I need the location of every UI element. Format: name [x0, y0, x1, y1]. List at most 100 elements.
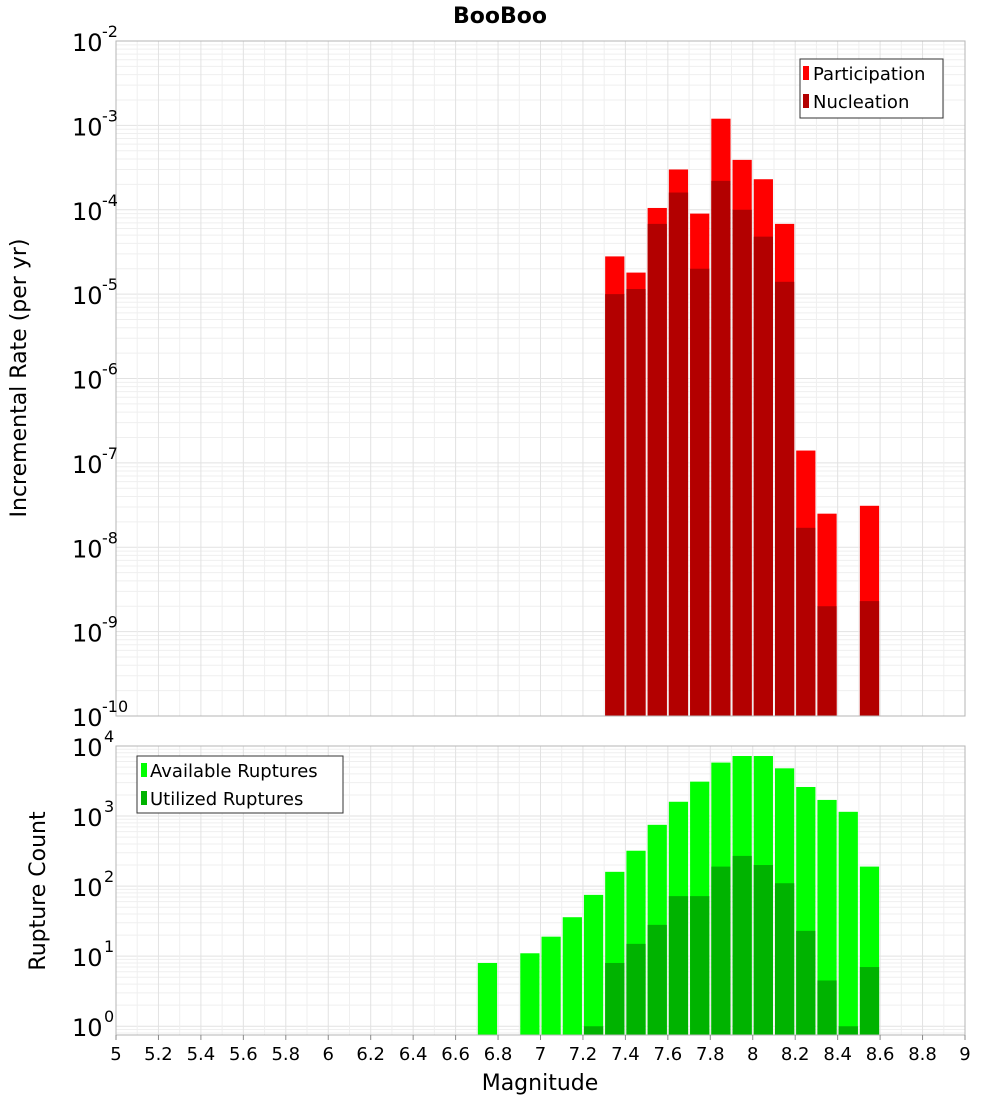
x-tick-label: 6.2 [356, 1044, 385, 1065]
bar-utilized-ruptures [626, 943, 646, 1035]
y-tick-exponent: 4 [104, 727, 114, 746]
bottom-legend-box [136, 755, 344, 814]
bar-utilized-ruptures [753, 865, 773, 1035]
bar-available-ruptures [838, 811, 858, 1035]
x-tick-label: 9 [959, 1044, 970, 1065]
x-tick-label: 7 [535, 1044, 546, 1065]
legend-participation-label: Participation [813, 64, 925, 85]
x-tick-label: 7.6 [654, 1044, 683, 1065]
bar-nucleation [605, 294, 625, 717]
x-tick-label: 8.2 [781, 1044, 810, 1065]
y-tick-exponent: -2 [102, 22, 118, 41]
y-tick-exponent: -4 [102, 191, 118, 210]
bar-utilized-ruptures [774, 883, 795, 1035]
y-tick-label: 10 [72, 29, 103, 57]
x-tick-label: 8.4 [823, 1044, 852, 1065]
top-legend-box [799, 58, 944, 119]
x-tick-label: 5 [110, 1044, 121, 1065]
top-panel-frame [115, 40, 966, 717]
x-tick-label: 6.8 [484, 1044, 513, 1065]
bar-utilized-ruptures [711, 866, 731, 1035]
bar-available-ruptures [477, 962, 498, 1035]
bar-utilized-ruptures [817, 980, 837, 1035]
y-tick-exponent: -8 [102, 528, 118, 547]
y-tick-exponent: -7 [102, 444, 118, 463]
bar-nucleation [668, 192, 689, 716]
bar-utilized-ruptures [647, 924, 667, 1035]
y-tick-label: 10 [72, 1014, 103, 1042]
top-y-axis-label: Incremental Rate (per yr) [7, 239, 32, 518]
bar-utilized-ruptures [796, 930, 816, 1035]
y-tick-label: 10 [72, 535, 103, 563]
bar-utilized-ruptures [859, 967, 880, 1035]
bar-nucleation [626, 289, 646, 716]
y-tick-exponent: -3 [102, 106, 118, 125]
legend-utilized-label: Utilized Ruptures [150, 789, 303, 810]
bar-nucleation [647, 223, 667, 716]
bar-available-ruptures [817, 799, 837, 1035]
y-tick-exponent: -5 [102, 275, 118, 294]
legend-nucleation-swatch [803, 94, 809, 108]
x-tick-label: 5.4 [187, 1044, 216, 1065]
legend-utilized-swatch [141, 791, 147, 805]
y-tick-exponent: 3 [104, 797, 114, 816]
x-tick-label: 5.6 [229, 1044, 258, 1065]
bar-available-ruptures [562, 917, 582, 1035]
bar-nucleation [753, 236, 773, 716]
top-panel-bars [605, 118, 880, 717]
bar-nucleation [711, 180, 731, 717]
bar-utilized-ruptures [838, 1026, 858, 1035]
x-tick-label: 5.8 [271, 1044, 300, 1065]
x-tick-label: 5.2 [144, 1044, 173, 1065]
bar-nucleation [774, 281, 795, 716]
x-tick-label: 7.2 [569, 1044, 598, 1065]
x-tick-label: 8.6 [866, 1044, 895, 1065]
bar-available-ruptures [520, 953, 540, 1035]
bar-utilized-ruptures [690, 896, 710, 1035]
bottom-panel-bars [477, 756, 880, 1035]
y-tick-label: 10 [72, 704, 103, 732]
y-tick-label: 10 [72, 367, 103, 395]
y-tick-exponent: 1 [104, 937, 114, 956]
y-tick-exponent: 0 [104, 1007, 114, 1026]
top-panel-grid [115, 40, 966, 717]
y-tick-exponent: -10 [102, 697, 128, 716]
bar-utilized-ruptures [583, 1026, 604, 1035]
x-axis-label: Magnitude [482, 1071, 599, 1096]
top-legend: Participation Nucleation [799, 58, 944, 119]
x-tick-label: 7.8 [696, 1044, 725, 1065]
y-tick-label: 10 [72, 198, 103, 226]
x-ticks: 5 5.2 5.4 5.6 5.8 6 6.2 6.4 6.6 6.8 7 7.2 7.4 7.6 7.8 8… [110, 1035, 971, 1065]
y-tick-label: 10 [72, 282, 103, 310]
y-tick-label: 10 [72, 113, 103, 141]
bar-utilized-ruptures [668, 896, 689, 1035]
x-tick-label: 8 [747, 1044, 758, 1065]
x-tick-label: 6.4 [399, 1044, 428, 1065]
x-tick-label: 6.6 [441, 1044, 470, 1065]
bar-utilized-ruptures [732, 855, 752, 1035]
legend-available-swatch [141, 763, 147, 777]
bar-nucleation [732, 209, 752, 716]
y-tick-label: 10 [72, 620, 103, 648]
bottom-y-axis-label: Rupture Count [26, 811, 51, 971]
x-tick-label: 8.8 [908, 1044, 937, 1065]
y-tick-exponent: -9 [102, 613, 118, 632]
y-tick-label: 10 [72, 944, 103, 972]
bar-available-ruptures [541, 936, 561, 1035]
bar-nucleation [817, 606, 837, 716]
x-tick-label: 6 [323, 1044, 334, 1065]
legend-available-label: Available Ruptures [150, 761, 318, 782]
bar-nucleation [690, 268, 710, 716]
bar-available-ruptures [583, 894, 604, 1035]
bottom-legend: Available Ruptures Utilized Ruptures [136, 755, 344, 814]
x-tick-label: 7.4 [611, 1044, 640, 1065]
bar-nucleation [859, 601, 880, 716]
y-tick-label: 10 [72, 734, 103, 762]
y-tick-label: 10 [72, 874, 103, 902]
bar-nucleation [796, 527, 816, 716]
legend-nucleation-label: Nucleation [813, 92, 909, 113]
y-tick-label: 10 [72, 451, 103, 479]
